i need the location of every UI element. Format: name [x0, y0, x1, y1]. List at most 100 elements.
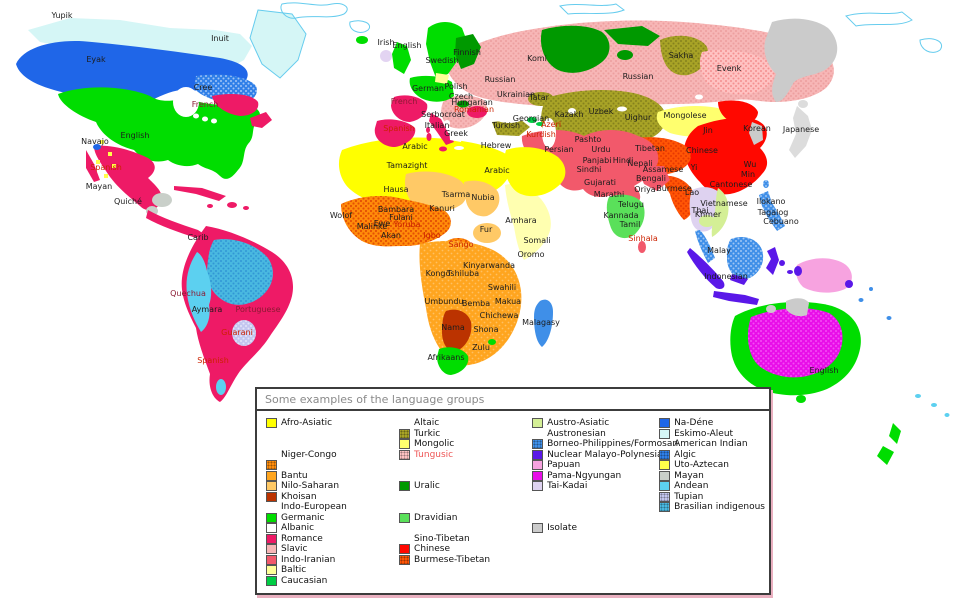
legend-swatch-romance [266, 533, 277, 544]
uto-aztecan-speck [112, 164, 116, 168]
legend-swatch-indo_iranian [266, 554, 277, 565]
map-label: Nepali [627, 159, 652, 168]
map-label: Tshiluba [446, 269, 479, 278]
map-label: Kannada [603, 211, 638, 220]
map-label: Aymara [192, 305, 223, 314]
legend-label: Isolate [547, 523, 577, 534]
region-chinese-manchuria [718, 100, 758, 125]
region-turkic-tatar [528, 92, 554, 106]
region-new-zealand [877, 446, 894, 465]
legend-label: Tupian [674, 491, 704, 502]
region-navajo [93, 144, 101, 150]
region-borneo [727, 237, 764, 280]
map-label: Shona [473, 325, 498, 334]
map-label: Portuguese [235, 305, 280, 314]
legend-row [399, 502, 532, 513]
legend-swatch-papuan [532, 460, 544, 471]
legend-group-header-row: Austronesian [532, 429, 659, 440]
region-australia-isolate-north [786, 298, 809, 317]
map-label: Spanish [90, 163, 122, 172]
legend-label: Slavic [281, 544, 308, 555]
legend-label: Tai-Kadai [547, 481, 588, 492]
region-dravidian [606, 194, 645, 239]
map-label: Ilokano [757, 197, 786, 206]
pacific-island [869, 287, 873, 291]
map-label: Gujarati [584, 178, 616, 187]
region-andean [186, 252, 212, 332]
legend-swatch-pama_ngyungan [532, 470, 544, 481]
region-uralic-arctic [604, 26, 660, 46]
map-label: Kanuri [429, 204, 455, 213]
legend-row: Khoisan [266, 491, 399, 503]
lake-balkhash [617, 106, 627, 112]
legend-label: Chinese [414, 544, 450, 555]
region-taiwan-formosan [763, 180, 769, 188]
region-jamaica [207, 204, 213, 208]
map-label: French [391, 97, 418, 106]
legend-row: Turkic [399, 428, 532, 440]
region-indo-iranian [521, 130, 659, 207]
legend-row: Austro-Asiatic [532, 418, 659, 429]
legend-row: Tai-Kadai [532, 481, 659, 492]
legend-swatch-afro_asiatic [266, 418, 277, 429]
region-austro-asiatic-khmer [699, 215, 715, 227]
legend-row: Germanic [266, 512, 399, 524]
legend-label: Borneo-Philippines/Formosan [547, 439, 679, 450]
region-crete [454, 146, 464, 150]
map-label: Yupik [51, 11, 73, 20]
map-label: Arabic [484, 166, 509, 175]
region-english-north-america [58, 87, 261, 179]
legend-row: Algic [659, 449, 765, 461]
legend-label: Khoisan [281, 491, 317, 502]
legend-label: Nuclear Malayo-Polynesian [547, 449, 669, 460]
legend-swatch-brasilian_indigenous [659, 502, 671, 513]
legend-label: Na-Déne [674, 418, 714, 429]
region-albania [444, 120, 450, 126]
map-label: Assamese [643, 165, 684, 174]
legend-label: Romance [281, 533, 323, 544]
legend-label: Uralic [414, 481, 440, 492]
legend-label: Albanic [281, 523, 315, 534]
map-label: Hindi [613, 156, 634, 165]
region-turkic-turkey [492, 119, 530, 136]
region-sakha-turkic [660, 35, 709, 76]
map-label: Evenk [717, 64, 742, 73]
map-label: Serbocroat [421, 110, 465, 119]
region-sicily [439, 146, 447, 152]
map-label: Hausa [383, 185, 408, 194]
map-label: Afrikaans [427, 353, 464, 362]
map-label: Yoruba [392, 220, 420, 229]
region-spanish-mexico [94, 145, 162, 211]
region-moluccas [779, 260, 785, 266]
region-philippines [759, 191, 785, 231]
map-label: Wolof [330, 211, 352, 220]
region-moluccas [787, 270, 793, 274]
map-label: Carib [187, 233, 208, 242]
map-label: Makua [495, 297, 521, 306]
map-label: Tamazight [386, 161, 428, 170]
legend-label: Tungusic [414, 449, 454, 460]
map-label: Thai [690, 206, 708, 215]
region-sumatra [687, 248, 725, 290]
map-label: Min [741, 170, 755, 179]
legend-title: Some examples of the language groups [257, 389, 769, 411]
map-label: Malagasy [522, 318, 560, 327]
region-uk-english [392, 42, 411, 74]
region-finland-uralic [455, 34, 481, 69]
pacific-island [886, 316, 892, 320]
map-label: Korean [743, 124, 771, 133]
map-label: Mongolese [663, 111, 706, 120]
map-label: English [121, 131, 150, 140]
map-label: Azeri [541, 120, 561, 129]
map-label: Georgian [513, 114, 549, 123]
legend-columns: Afro-Asiatic Niger-Congo Bantu Nilo-Saharan… [257, 411, 769, 593]
map-label: Romanian [454, 105, 494, 114]
map-label: Igbo [423, 231, 441, 240]
legend-swatch-caucasian [266, 575, 277, 586]
legend-row: Tungusic [399, 449, 532, 461]
map-label: Quiché [114, 196, 142, 206]
map-label: Tagalog [757, 208, 789, 217]
map-label: Oriya [634, 185, 656, 194]
map-label: Quechua [170, 289, 206, 298]
region-group-western-europe [356, 22, 487, 152]
